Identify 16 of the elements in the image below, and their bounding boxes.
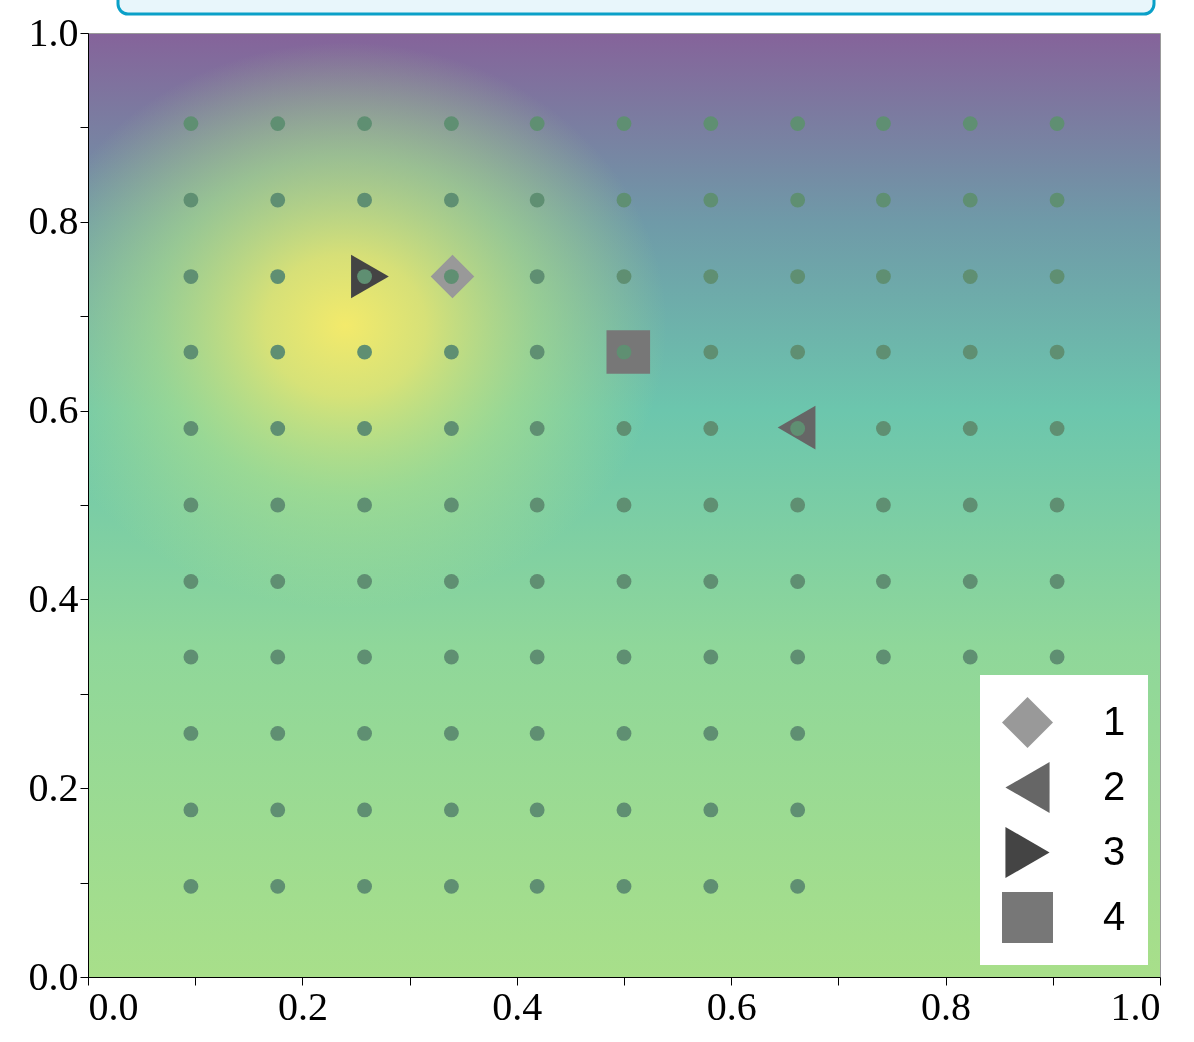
legend-label: 3 — [1103, 828, 1126, 873]
y-tick-label: 0.0 — [28, 953, 79, 999]
legend-label: 1 — [1103, 698, 1126, 743]
x-tick-label: 0.8 — [921, 983, 972, 1029]
legend-label: 2 — [1103, 763, 1126, 808]
y-tick-label: 1.0 — [28, 9, 79, 55]
x-tick-label: 0.0 — [88, 983, 139, 1029]
legend-label: 4 — [1103, 893, 1126, 938]
y-tick-label: 0.8 — [28, 198, 79, 244]
y-tick-label: 0.2 — [28, 764, 79, 810]
x-tick-label: 0.4 — [492, 983, 543, 1029]
x-tick-label: 0.2 — [277, 983, 328, 1029]
y-tick-label: 0.6 — [28, 387, 79, 433]
y-tick-label: 0.4 — [28, 575, 79, 621]
x-tick-label: 1.0 — [1110, 983, 1161, 1029]
x-tick-label: 0.6 — [706, 983, 757, 1029]
